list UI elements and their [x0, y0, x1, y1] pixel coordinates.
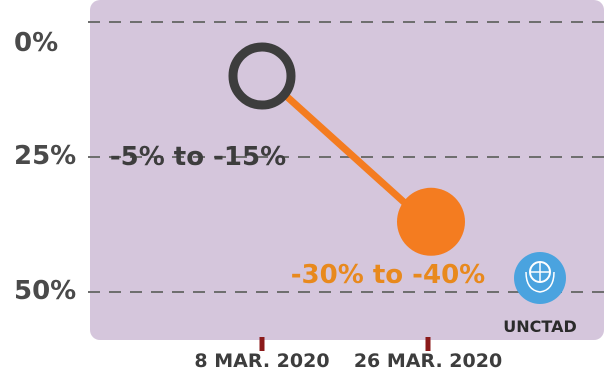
- point-labels: -5% to -15% -30% to -40%: [110, 142, 485, 290]
- y-tick-label: 50%: [14, 276, 77, 306]
- y-tick-label: 0%: [14, 28, 59, 58]
- annotation-unctad: UNCTAD: [503, 317, 576, 336]
- point-label: -5% to -15%: [110, 142, 286, 172]
- series-line: [281, 91, 411, 209]
- un-logo-icon: [514, 252, 566, 304]
- x-tick-marker: [425, 337, 431, 351]
- y-tick-label: 25%: [14, 141, 77, 171]
- x-tick-marker: [259, 337, 265, 351]
- gridlines: [88, 21, 604, 293]
- plot-area: [90, 0, 604, 340]
- data-point-march-26: [397, 187, 465, 256]
- x-tick-label: 26 MAR. 2020: [353, 350, 503, 372]
- x-tick-markers: [259, 337, 431, 351]
- series-group: [228, 42, 465, 256]
- x-tick-label: 8 MAR. 2020: [194, 350, 330, 372]
- data-point-march-8: [228, 42, 296, 110]
- point-label: -30% to -40%: [291, 260, 485, 290]
